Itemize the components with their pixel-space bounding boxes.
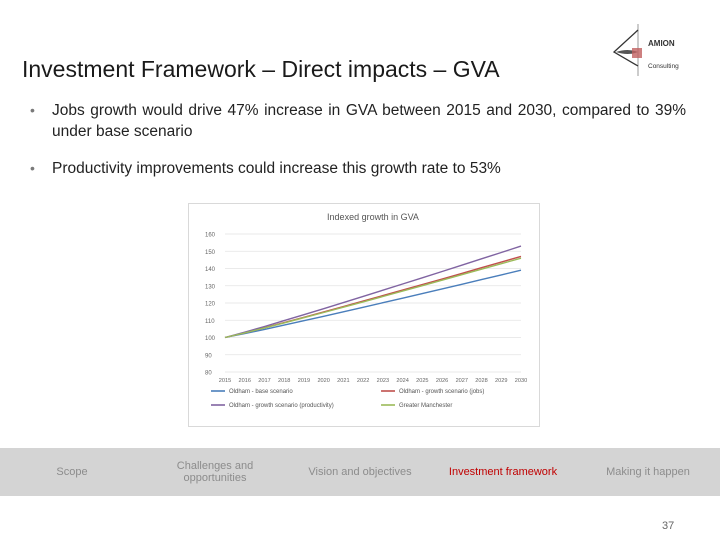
y-tick-label: 80 (205, 371, 212, 377)
chart-title: Indexed growth in GVA (327, 212, 419, 222)
x-tick-label: 2029 (495, 378, 507, 384)
legend-label: Oldham - growth scenario (jobs) (399, 389, 484, 395)
bullet-dot: • (30, 160, 35, 176)
legend-label: Oldham - growth scenario (productivity) (229, 403, 334, 409)
x-tick-label: 2026 (436, 378, 448, 384)
gva-chart: Indexed growth in GVA 80 90 100 110 120 130 140… (188, 203, 540, 427)
logo-name: AMION (648, 39, 675, 48)
y-tick-label: 90 (205, 353, 212, 359)
x-tick-label: 2027 (456, 378, 468, 384)
nav-investment-framework[interactable]: Investment framework (448, 466, 558, 478)
x-tick-label: 2022 (357, 378, 369, 384)
y-tick-label: 160 (205, 233, 216, 239)
bullet-item: • Productivity improvements could increa… (30, 158, 686, 179)
series-line (224, 257, 522, 339)
legend-label: Oldham - base scenario (229, 389, 293, 395)
x-tick-label: 2021 (337, 378, 349, 384)
bullet-item: • Jobs growth would drive 47% increase i… (30, 100, 686, 142)
y-tick-label: 110 (205, 319, 215, 325)
series-line (224, 245, 522, 339)
bullet-list: • Jobs growth would drive 47% increase i… (30, 100, 686, 195)
page-number: 37 (662, 520, 675, 532)
x-tick-label: 2015 (219, 378, 231, 384)
y-tick-label: 150 (205, 250, 216, 256)
x-tick-label: 2020 (317, 378, 329, 384)
bullet-text: Productivity improvements could increase… (52, 160, 501, 177)
logo-sub: Consulting (648, 63, 679, 70)
nav-challenges[interactable]: Challenges and opportunities (176, 460, 254, 484)
gva-chart-svg: Indexed growth in GVA 80 90 100 110 120 130 140… (205, 212, 527, 409)
x-tick-label: 2024 (396, 378, 408, 384)
x-tick-label: 2018 (278, 378, 290, 384)
x-tick-label: 2030 (515, 378, 527, 384)
bullet-dot: • (30, 102, 35, 118)
nav-scope[interactable]: Scope (56, 466, 88, 478)
section-nav: Scope Challenges and opportunities Visio… (0, 448, 720, 496)
nav-vision[interactable]: Vision and objectives (308, 466, 412, 478)
x-tick-label: 2016 (239, 378, 251, 384)
y-tick-label: 140 (205, 267, 216, 273)
series-line (224, 269, 522, 339)
x-tick-label: 2023 (377, 378, 389, 384)
x-tick-label: 2028 (475, 378, 487, 384)
bullet-text: Jobs growth would drive 47% increase in … (52, 102, 686, 140)
y-tick-label: 100 (205, 336, 216, 342)
legend-label: Greater Manchester (399, 403, 452, 409)
x-tick-label: 2025 (416, 378, 428, 384)
x-tick-label: 2019 (298, 378, 310, 384)
y-tick-label: 120 (205, 302, 216, 308)
slide-title: Investment Framework – Direct impacts – … (22, 56, 500, 82)
nav-making-it-happen[interactable]: Making it happen (606, 466, 690, 478)
y-tick-label: 130 (205, 284, 216, 290)
x-tick-label: 2017 (258, 378, 270, 384)
amion-logo: AMION Consulting (612, 24, 679, 76)
